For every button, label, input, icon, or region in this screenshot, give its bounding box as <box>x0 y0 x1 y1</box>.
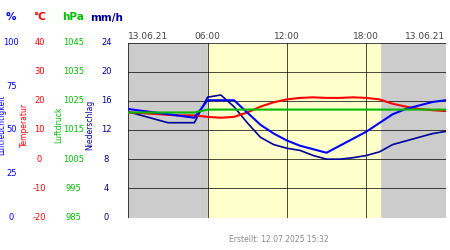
Text: 13.06.21: 13.06.21 <box>128 32 168 41</box>
Text: 995: 995 <box>66 184 81 193</box>
Text: 985: 985 <box>65 213 81 222</box>
Text: Temperatur: Temperatur <box>20 103 29 147</box>
Text: 0: 0 <box>37 155 42 164</box>
Text: hPa: hPa <box>63 12 84 22</box>
Text: -10: -10 <box>33 184 46 193</box>
Text: 1045: 1045 <box>63 38 84 47</box>
Text: Luftfeuchtigkeit: Luftfeuchtigkeit <box>0 95 7 155</box>
Text: 0: 0 <box>104 213 109 222</box>
Text: -20: -20 <box>33 213 46 222</box>
Text: 12:00: 12:00 <box>274 32 300 41</box>
Text: °C: °C <box>33 12 46 22</box>
Text: 40: 40 <box>34 38 45 47</box>
Text: 30: 30 <box>34 67 45 76</box>
Text: 8: 8 <box>104 155 109 164</box>
Text: Erstellt: 12.07.2025 15:32: Erstellt: 12.07.2025 15:32 <box>229 236 329 244</box>
Text: 1035: 1035 <box>63 67 84 76</box>
Text: mm/h: mm/h <box>90 12 123 22</box>
Text: 1015: 1015 <box>63 126 84 134</box>
Text: 10: 10 <box>34 126 45 134</box>
Bar <box>128 42 207 218</box>
Text: 75: 75 <box>6 82 17 91</box>
Bar <box>207 42 379 218</box>
Text: 25: 25 <box>6 169 17 178</box>
Text: 50: 50 <box>6 126 17 134</box>
Text: 16: 16 <box>101 96 112 105</box>
Text: 12: 12 <box>101 126 112 134</box>
Text: 4: 4 <box>104 184 109 193</box>
Text: 0: 0 <box>9 213 14 222</box>
Text: Luftdruck: Luftdruck <box>54 107 63 143</box>
Bar <box>379 42 446 218</box>
Text: 1025: 1025 <box>63 96 84 105</box>
Text: 20: 20 <box>34 96 45 105</box>
Text: 1005: 1005 <box>63 155 84 164</box>
Text: 18:00: 18:00 <box>353 32 379 41</box>
Text: %: % <box>6 12 17 22</box>
Text: Niederschlag: Niederschlag <box>86 100 94 150</box>
Text: 24: 24 <box>101 38 112 47</box>
Text: 100: 100 <box>4 38 19 47</box>
Text: 20: 20 <box>101 67 112 76</box>
Text: 13.06.21: 13.06.21 <box>405 32 446 41</box>
Text: 06:00: 06:00 <box>194 32 220 41</box>
